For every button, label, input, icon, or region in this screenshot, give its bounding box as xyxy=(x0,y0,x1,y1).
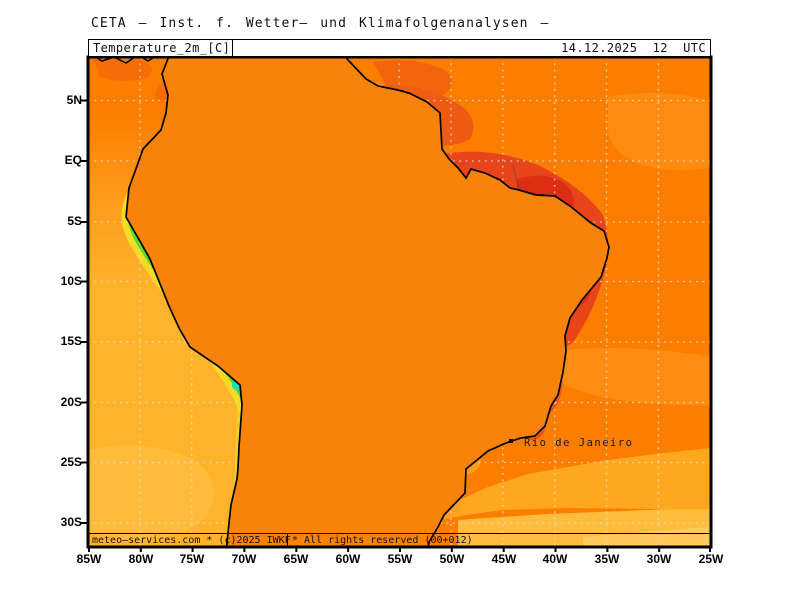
latitude-ticks xyxy=(81,99,88,524)
central-america-coast xyxy=(93,57,157,64)
latitude-label: 15S xyxy=(60,334,82,348)
atlantic-e-patch xyxy=(543,348,710,406)
latitude-label: 25S xyxy=(60,455,82,469)
latitude-label: 10S xyxy=(60,274,82,288)
axis-ticks xyxy=(81,99,711,552)
latitude-label: 5S xyxy=(67,214,82,228)
longitude-label: 35W xyxy=(594,552,620,566)
latitude-label: 30S xyxy=(60,515,82,529)
top-center-warm xyxy=(373,59,452,98)
datetime-label: 14.12.2025 12 UTC xyxy=(561,41,706,55)
longitude-label: 30W xyxy=(646,552,672,566)
longitude-label: 65W xyxy=(283,552,309,566)
city-marker-icon xyxy=(509,439,513,443)
latitude-label: 5N xyxy=(66,93,82,107)
andes-cyan-spots xyxy=(144,204,263,447)
atlantic-south-band xyxy=(444,448,710,519)
variable-label: Temperature_2m_[C] xyxy=(89,40,233,56)
latitude-label: EQ xyxy=(64,153,82,167)
city-annotation: Rio de Janeiro xyxy=(509,437,634,449)
pacific-light-patch xyxy=(88,445,214,540)
title-bar: Temperature_2m_[C] 14.12.2025 12 UTC xyxy=(88,39,711,57)
longitude-label: 25W xyxy=(698,552,724,566)
longitude-label: 55W xyxy=(387,552,413,566)
attribution-right: * All rights reserved (00+012) xyxy=(292,534,473,546)
attribution-left: meteo–services.com * (c)2025 IWKF xyxy=(89,534,291,546)
longitude-label: 75W xyxy=(179,552,205,566)
longitude-label: 85W xyxy=(76,552,102,566)
central-america-fill xyxy=(95,57,155,63)
map-layers: Rio de Janeiro xyxy=(88,57,711,547)
atlantic-ne-patch xyxy=(607,92,710,171)
atlantic-south-band3 xyxy=(583,527,710,547)
longitude-label: 50W xyxy=(439,552,465,566)
attribution-bar: meteo–services.com * (c)2025 IWKF * All … xyxy=(88,533,711,547)
page-title: CETA – Inst. f. Wetter– und Klimafolgena… xyxy=(91,16,550,31)
longitude-ticks xyxy=(88,547,711,552)
longitude-label: 70W xyxy=(231,552,257,566)
longitude-label: 80W xyxy=(128,552,154,566)
longitude-label: 40W xyxy=(542,552,568,566)
city-label: Rio de Janeiro xyxy=(524,437,634,449)
longitude-label: 45W xyxy=(491,552,517,566)
longitude-label: 60W xyxy=(335,552,361,566)
latitude-label: 20S xyxy=(60,395,82,409)
map-area: Rio de Janeiro xyxy=(88,57,711,547)
